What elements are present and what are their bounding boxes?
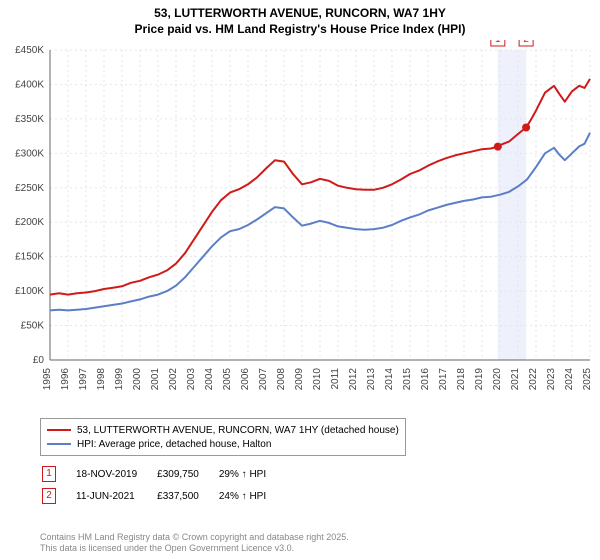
svg-text:2020: 2020 xyxy=(492,368,503,391)
chart: £0 £50K £100K £150K £200K £250K £300K £350K £400… xyxy=(0,40,600,410)
title-block: 53, LUTTERWORTH AVENUE, RUNCORN, WA7 1HY… xyxy=(0,0,600,37)
svg-text:2003: 2003 xyxy=(186,368,197,391)
svg-text:2006: 2006 xyxy=(240,368,251,391)
svg-text:2: 2 xyxy=(523,40,529,45)
svg-text:2011: 2011 xyxy=(330,368,341,390)
marker-num: 1 xyxy=(46,468,52,479)
svg-text:£350K: £350K xyxy=(15,114,44,125)
svg-text:2010: 2010 xyxy=(312,368,323,391)
svg-text:2002: 2002 xyxy=(168,368,179,391)
svg-text:1995: 1995 xyxy=(42,368,53,391)
legend-row: HPI: Average price, detached house, Halt… xyxy=(47,437,399,451)
svg-text:£100K: £100K xyxy=(15,286,44,297)
marker-date: 18-NOV-2019 xyxy=(76,464,155,484)
svg-text:1999: 1999 xyxy=(114,368,125,391)
marker-row: 2 11-JUN-2021 £337,500 24% ↑ HPI xyxy=(42,486,284,506)
svg-text:2019: 2019 xyxy=(474,368,485,391)
svg-text:2018: 2018 xyxy=(456,368,467,391)
svg-text:£0: £0 xyxy=(33,355,45,366)
svg-text:2007: 2007 xyxy=(258,368,269,391)
marker-num-box: 1 xyxy=(42,466,56,482)
legend-swatch xyxy=(47,443,71,445)
svg-text:2015: 2015 xyxy=(402,368,413,391)
legend-label: 53, LUTTERWORTH AVENUE, RUNCORN, WA7 1HY… xyxy=(77,425,399,436)
legend-and-markers: 53, LUTTERWORTH AVENUE, RUNCORN, WA7 1HY… xyxy=(40,418,560,508)
marker-num-box: 2 xyxy=(42,488,56,504)
marker-date: 11-JUN-2021 xyxy=(76,486,155,506)
svg-text:2005: 2005 xyxy=(222,368,233,391)
svg-text:2016: 2016 xyxy=(420,368,431,391)
chart-container: 53, LUTTERWORTH AVENUE, RUNCORN, WA7 1HY… xyxy=(0,0,600,560)
markers-table: 1 18-NOV-2019 £309,750 29% ↑ HPI 2 11-JU… xyxy=(40,462,286,508)
svg-text:2004: 2004 xyxy=(204,368,215,391)
svg-text:1998: 1998 xyxy=(96,368,107,391)
legend-swatch xyxy=(47,429,71,431)
marker-price: £309,750 xyxy=(157,464,217,484)
svg-text:£50K: £50K xyxy=(21,321,45,332)
svg-text:£300K: £300K xyxy=(15,148,44,159)
svg-text:2009: 2009 xyxy=(294,368,305,391)
svg-text:2021: 2021 xyxy=(510,368,521,391)
svg-text:2024: 2024 xyxy=(564,368,575,391)
svg-text:2023: 2023 xyxy=(546,368,557,391)
svg-text:2012: 2012 xyxy=(348,368,359,391)
svg-text:1996: 1996 xyxy=(60,368,71,391)
footer-line2: This data is licensed under the Open Gov… xyxy=(40,543,349,554)
svg-text:£400K: £400K xyxy=(15,79,44,90)
svg-text:2013: 2013 xyxy=(366,368,377,391)
marker-delta: 29% ↑ HPI xyxy=(219,464,284,484)
chart-svg: £0 £50K £100K £150K £200K £250K £300K £350K £400… xyxy=(0,40,600,410)
svg-text:1: 1 xyxy=(495,40,501,45)
svg-text:1997: 1997 xyxy=(78,368,89,391)
marker-price: £337,500 xyxy=(157,486,217,506)
svg-text:2022: 2022 xyxy=(528,368,539,391)
svg-text:£450K: £450K xyxy=(15,45,44,56)
svg-text:2008: 2008 xyxy=(276,368,287,391)
marker-delta: 24% ↑ HPI xyxy=(219,486,284,506)
svg-text:2017: 2017 xyxy=(438,368,449,391)
legend-label: HPI: Average price, detached house, Halt… xyxy=(77,439,271,450)
svg-text:2025: 2025 xyxy=(582,368,593,391)
marker-row: 1 18-NOV-2019 £309,750 29% ↑ HPI xyxy=(42,464,284,484)
legend-row: 53, LUTTERWORTH AVENUE, RUNCORN, WA7 1HY… xyxy=(47,423,399,437)
legend-box: 53, LUTTERWORTH AVENUE, RUNCORN, WA7 1HY… xyxy=(40,418,406,456)
title-line1: 53, LUTTERWORTH AVENUE, RUNCORN, WA7 1HY xyxy=(0,6,600,22)
footer-note: Contains HM Land Registry data © Crown c… xyxy=(40,532,349,555)
svg-text:2000: 2000 xyxy=(132,368,143,391)
svg-text:2014: 2014 xyxy=(384,368,395,391)
title-line2: Price paid vs. HM Land Registry's House … xyxy=(0,22,600,38)
svg-text:2001: 2001 xyxy=(150,368,161,391)
marker-num: 2 xyxy=(46,490,52,501)
footer-line1: Contains HM Land Registry data © Crown c… xyxy=(40,532,349,543)
svg-text:£200K: £200K xyxy=(15,217,44,228)
svg-text:£150K: £150K xyxy=(15,252,44,263)
svg-text:£250K: £250K xyxy=(15,183,44,194)
